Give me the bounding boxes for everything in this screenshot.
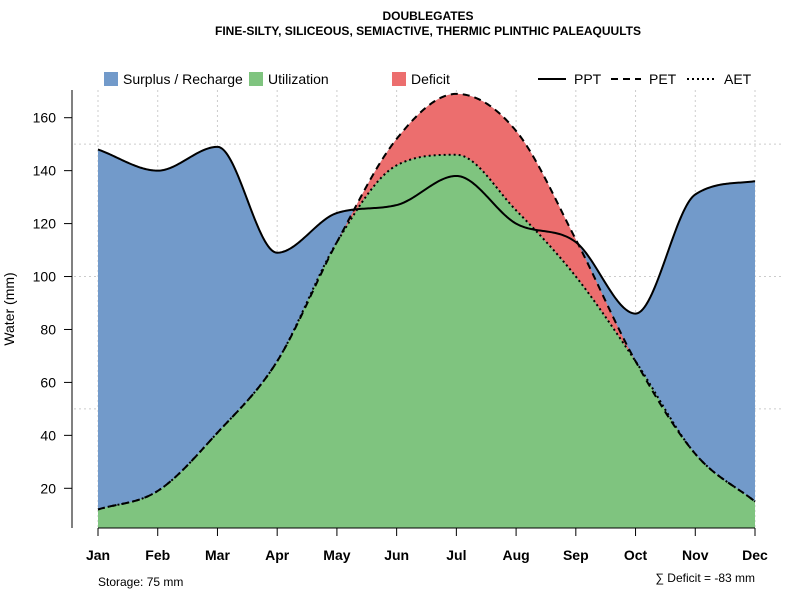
y-tick-label: 80 [40,321,56,337]
chart-subtitle: FINE-SILTY, SILICEOUS, SEMIACTIVE, THERM… [215,24,641,38]
x-tick-label: Sep [563,547,589,563]
x-tick-label: Aug [502,547,529,563]
utilization-area [98,154,755,528]
legend-swatch-utilization [249,72,263,86]
legend-label-utilization: Utilization [268,71,329,87]
x-tick-label: Mar [205,547,230,563]
area-layer [98,93,755,528]
y-tick-label: 20 [40,480,56,496]
y-tick-label: 40 [40,427,56,443]
y-tick-label: 100 [33,269,57,285]
x-tick-label: Jan [86,547,110,563]
x-tick-label: May [323,547,350,563]
legend-label-surplus: Surplus / Recharge [123,71,243,87]
storage-label: Storage: 75 mm [98,575,183,589]
legend-label-deficit: Deficit [411,71,450,87]
x-tick-label: Oct [624,547,648,563]
y-tick-label: 140 [33,163,57,179]
legend-swatch-surplus [104,72,118,86]
y-axis-label: Water (mm) [1,272,17,345]
line-layer [97,92,756,511]
legend: Surplus / Recharge Utilization Deficit P… [104,71,752,87]
ppt-line [97,145,756,315]
legend-label-ppt: PPT [574,71,602,87]
y-tick-label: 160 [33,110,57,126]
x-tick-label: Dec [742,547,768,563]
legend-swatch-deficit [392,72,406,86]
x-tick-label: Nov [682,547,709,563]
y-tick-label: 120 [33,216,57,232]
axes: 20 40 60 80 100 120 140 160 Jan Feb Mar Apr May Jun Ju… [33,90,768,563]
x-tick-label: Feb [145,547,170,563]
y-tick-label: 60 [40,374,56,390]
aet-line [97,153,756,511]
deficit-label: ∑ Deficit = -83 mm [655,571,755,585]
x-tick-label: Apr [265,547,290,563]
x-tick-label: Jul [446,547,466,563]
chart-title: DOUBLEGATES [382,9,473,23]
x-tick-label: Jun [384,547,409,563]
legend-label-aet: AET [724,71,752,87]
legend-label-pet: PET [649,71,677,87]
